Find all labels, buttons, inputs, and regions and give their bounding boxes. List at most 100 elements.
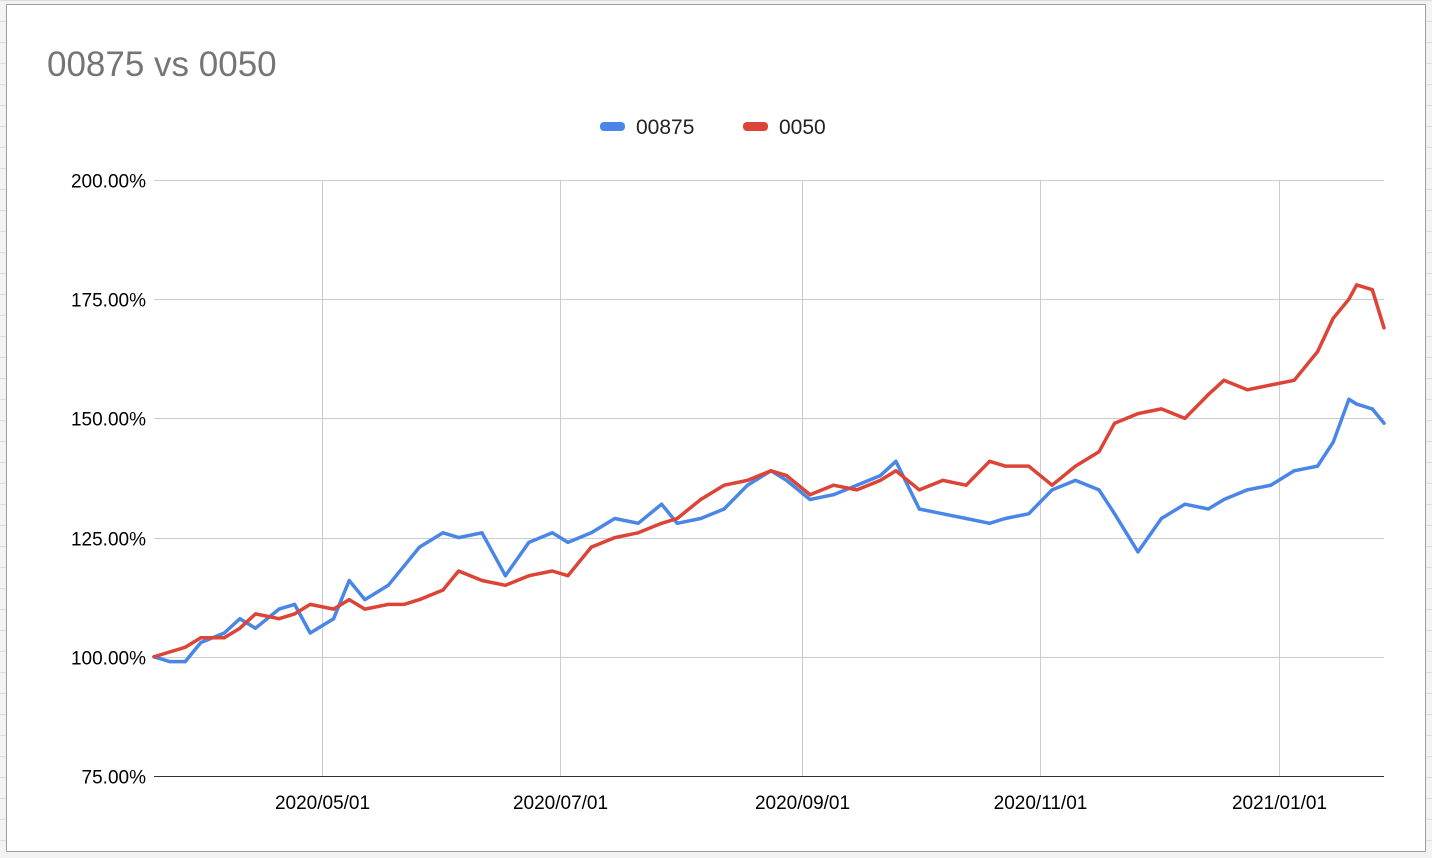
series-line-00875[interactable] [152,397,1386,664]
data-point [1347,297,1351,301]
data-point [1331,440,1335,444]
data-point [332,617,336,621]
data-point [1382,421,1386,425]
data-point [894,469,898,473]
data-point [941,478,945,482]
data-point [183,645,187,649]
data-point [1003,516,1007,521]
data-point [1097,450,1101,454]
data-point [769,469,773,473]
chart-title: 00875 vs 0050 [47,45,277,84]
data-point [402,602,406,607]
data-point [785,474,789,478]
x-tick-label: 2020/07/01 [513,793,608,814]
data-point [785,478,789,482]
chart-container[interactable]: 00875 vs 0050 75.00% 100.00% 125.00% 150.00… [6,4,1426,852]
data-point [503,574,507,578]
data-point [808,493,812,497]
data-point [878,478,882,482]
data-point [566,574,570,578]
data-point [917,507,921,511]
data-point [1073,478,1078,482]
series-line-0050[interactable] [152,283,1386,659]
data-point [441,588,445,592]
data-point [1159,407,1163,411]
data-point [277,617,281,621]
data-point [988,459,992,463]
data-point [1206,393,1210,397]
data-point [1027,464,1031,468]
legend-swatch [600,122,625,131]
data-point [1347,397,1351,401]
legend-item-0050[interactable]: 0050 [743,116,826,139]
data-point [1136,412,1140,416]
data-point [636,531,640,535]
data-point [363,607,367,611]
data-point [894,459,898,463]
data-point [402,564,406,568]
data-point [941,512,945,516]
y-tick-label: 75.00% [82,768,147,789]
data-point [363,598,367,602]
data-point [238,617,242,621]
data-point [1269,483,1273,487]
data-point [699,497,703,502]
data-point [503,583,507,587]
data-point [222,636,226,640]
series-lines [152,283,1386,664]
data-point [745,483,750,487]
data-point [1027,512,1031,516]
data-point [1113,421,1117,425]
data-point [277,607,281,611]
gridlines [154,180,1384,777]
data-point [722,483,726,487]
data-point [332,607,336,611]
data-point [831,483,836,487]
legend[interactable]: 00875 0050 [600,116,826,139]
data-point [238,626,242,630]
data-point [988,521,992,525]
data-point [1355,402,1359,406]
data-point [308,631,312,635]
line-chart: 75.00% 100.00% 125.00% 150.00% 175.00% 200.00… [71,116,1386,814]
series-00875 [152,397,1386,664]
data-point [222,631,226,635]
data-point [964,483,968,487]
data-point [480,578,484,583]
x-tick-label: 2020/05/01 [275,793,370,814]
data-point [964,516,968,521]
data-point [1370,407,1374,411]
data-point [253,612,258,616]
data-point [636,521,640,525]
data-point [660,521,664,525]
data-point [386,583,390,587]
data-point [199,640,203,645]
data-point [1245,388,1249,392]
data-point [855,483,859,487]
data-point [168,660,172,664]
data-point [808,497,812,502]
data-point [1113,512,1117,516]
data-point [1316,350,1320,354]
data-point [1331,316,1335,320]
data-point [1050,488,1054,492]
data-point [699,516,703,521]
y-tick-label: 150.00% [71,410,146,431]
data-point [417,545,422,549]
data-point [253,626,258,630]
data-point [1206,507,1210,511]
data-point [386,602,390,607]
y-tick-label: 125.00% [71,530,146,551]
data-point [1382,326,1386,330]
data-point [1136,550,1140,554]
x-axis-tick-labels: 2020/05/01 2020/07/01 2020/09/01 2020/11/01… [275,793,1327,814]
legend-item-00875[interactable]: 00875 [600,116,694,139]
data-point [293,602,297,607]
data-point [480,531,484,535]
data-point [589,545,593,549]
y-tick-label: 175.00% [71,291,146,312]
data-point [441,531,445,535]
data-point [1003,464,1007,468]
data-point [855,488,859,492]
data-point [566,540,570,545]
